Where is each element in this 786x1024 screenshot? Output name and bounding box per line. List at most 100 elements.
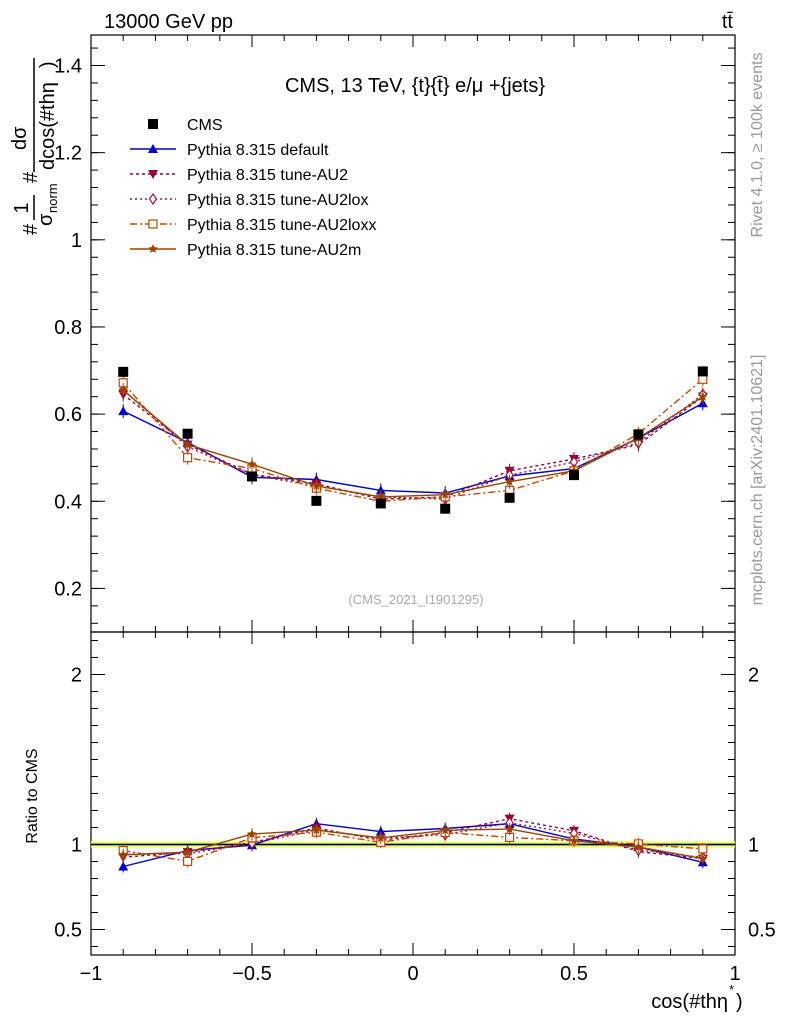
ylabel-one: 1 (11, 202, 33, 213)
process-label: tt̄ (722, 11, 734, 33)
series-point (247, 459, 257, 469)
legend: CMS Pythia 8.315 default Pythia 8.315 tune… (130, 117, 376, 259)
ratio-y-tick-label: 2 (71, 665, 82, 687)
series-point (118, 385, 128, 395)
x-tick-label: 0 (407, 963, 418, 985)
x-tick-label: 1 (729, 963, 740, 985)
legend-entry: CMS (148, 117, 223, 134)
data-point (569, 470, 579, 481)
energy-label: 13000 GeV pp (104, 11, 233, 33)
data-point (118, 366, 129, 377)
ratio-series-4 (118, 823, 708, 865)
y-tick-label: 1.2 (54, 143, 82, 165)
ratio-point (247, 829, 257, 839)
x-tick-label: 0.5 (560, 963, 588, 985)
ratio-point (118, 861, 129, 871)
ratio-point (440, 825, 450, 835)
legend-marker (148, 192, 158, 206)
ratio-y-tick-label-right: 1 (748, 835, 759, 857)
legend-marker (148, 170, 158, 179)
ratio-point (311, 825, 322, 835)
legend-marker (148, 219, 158, 229)
ratio-y-tick-label: 0.5 (54, 920, 82, 942)
ylabel-sigma: σ (35, 213, 57, 226)
ratio-point (698, 853, 708, 863)
y-tick-label: 0.8 (54, 317, 82, 339)
ratio-point (633, 841, 644, 851)
ratio-series-line (123, 828, 703, 860)
y-tick-label: 0.2 (54, 578, 82, 600)
data-point (247, 471, 257, 482)
legend-label: Pythia 8.315 tune-AU2 (187, 167, 348, 184)
legend-marker (148, 119, 158, 129)
data-point (504, 492, 515, 503)
series-point (504, 476, 515, 486)
series-point (698, 391, 708, 401)
ylabel-hash2: # (20, 171, 42, 183)
legend-label: Pythia 8.315 tune-AU2lox (187, 192, 368, 209)
ratio-panel: −1 −0.5 0 0.5 1 0.5 0.5 1 1 2 2 (54, 631, 776, 985)
ratio-y-tick-label-right: 2 (748, 665, 759, 687)
legend-entry: Pythia 8.315 tune-AU2lox (130, 192, 368, 209)
legend-label: Pythia 8.315 default (187, 142, 329, 159)
series-3 (118, 372, 708, 509)
legend-marker (148, 144, 158, 153)
x-tick-label: −0.5 (232, 963, 271, 985)
series-line (122, 389, 704, 498)
ratio-point (118, 849, 128, 859)
data-point (633, 429, 644, 440)
legend-entry: Pythia 8.315 tune-AU2loxx (130, 217, 376, 234)
series-line (122, 402, 704, 494)
ylabel-hash1: # (20, 223, 42, 235)
main-panel: 0.2 0.4 0.6 0.8 1 1.2 1.4 (54, 34, 736, 633)
ratio-series-line (123, 822, 703, 859)
series-point (311, 481, 322, 491)
series-4 (118, 383, 708, 504)
series-point (183, 453, 193, 463)
y-tick-label: 1 (71, 230, 82, 252)
ratio-y-tick-label: 1 (71, 835, 82, 857)
series-point (698, 374, 708, 384)
ratio-point (698, 844, 708, 854)
xlabel-close: ) (736, 991, 743, 1013)
data-point (375, 498, 386, 509)
xlabel-main: cos(#thη (651, 991, 728, 1013)
ratio-y-label: Ratio to CMS (24, 748, 41, 843)
ylabel-close: ) (37, 61, 59, 68)
ylabel-dsigma: dσ (9, 126, 31, 150)
ratio-y-tick-label-right: 0.5 (748, 920, 776, 942)
legend-entry: Pythia 8.315 tune-AU2 (130, 167, 348, 184)
ratio-point (569, 835, 579, 845)
series-point (118, 406, 129, 416)
legend-label: Pythia 8.315 tune-AU2loxx (187, 217, 376, 234)
x-axis-label: cos(#thη * ) (651, 982, 742, 1013)
legend-marker (148, 244, 158, 254)
data-series (118, 366, 708, 514)
series-point (440, 489, 450, 499)
y-tick-label: 1.4 (54, 56, 82, 78)
ylabel-sigma-sub: norm (45, 183, 60, 213)
ratio-point (182, 847, 193, 857)
ylabel-dcos: dcos(#thη (37, 82, 59, 170)
legend-entry: Pythia 8.315 tune-AU2m (130, 242, 361, 259)
plot-title: CMS, 13 TeV, {t}{t̄} e/μ +{jets} (285, 75, 545, 97)
ratio-series-line (123, 817, 703, 860)
y-tick-label: 0.4 (54, 491, 82, 513)
ratio-point (183, 856, 193, 866)
series-line (122, 389, 704, 500)
series-point (182, 439, 193, 449)
legend-label: Pythia 8.315 tune-AU2m (187, 242, 361, 259)
series-point (375, 485, 386, 495)
ratio-point (504, 824, 515, 834)
side-label-top: Rivet 4.1.0, ≥ 100k events (749, 53, 766, 238)
ratio-point (376, 833, 386, 843)
side-label-bottom: mcplots.cern.ch [arXiv:2401.10621] (749, 355, 766, 606)
xlabel-sup: * (729, 982, 734, 997)
data-point (697, 366, 708, 377)
y-tick-label: 0.6 (54, 404, 82, 426)
ratio-series-1 (118, 812, 708, 865)
legend-entry: Pythia 8.315 default (130, 142, 329, 159)
ratio-series-2 (118, 816, 708, 864)
ratio-frame (90, 631, 736, 956)
